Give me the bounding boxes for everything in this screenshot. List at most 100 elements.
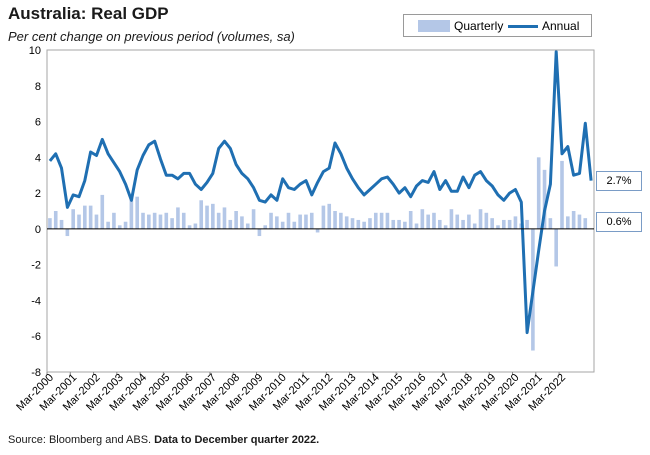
quarterly-bar [152,212,157,229]
chart-subtitle: Per cent change on previous period (volu… [8,29,295,44]
quarterly-bar [216,212,221,229]
quarterly-bar [205,205,209,229]
quarterly-bar [263,225,268,229]
quarterly-bar [356,219,361,229]
quarterly-bar [59,219,64,229]
quarterly-bar [577,214,582,229]
quarterly-bar [147,214,151,229]
quarterly-bar [269,212,273,229]
quarterly-bar [222,207,227,229]
source-text: Source: Bloomberg and ABS. [8,434,152,446]
quarterly-bar [309,212,314,229]
quarterly-bar [472,223,477,229]
y-tick-label: 10 [29,45,41,57]
quarterly-bar [123,221,128,229]
quarterly-bar [48,218,52,229]
quarterly-bar [88,205,93,229]
quarterly-bar [65,228,70,237]
quarterly-bar [117,225,122,229]
quarterly-bar [193,223,198,229]
quarterly-bar [199,200,204,229]
y-tick-label: 6 [35,117,41,129]
quarterly-bar [507,219,512,229]
quarterly-bar [234,211,238,229]
quarterly-bar [583,218,588,229]
quarterly-bar [53,211,58,229]
quarterly-bar [344,216,349,229]
quarterly-bar [187,225,192,229]
quarterly-bar [443,225,448,229]
quarterly-bar [420,209,425,229]
quarterly-bar [391,219,396,229]
quarterly-bar [257,228,262,237]
quarterly-bar [228,219,233,229]
quarterly-bar [211,203,215,229]
annual-series-line [48,50,593,335]
quarterly-bar [432,212,436,229]
annual-latest-callout: 2.7% [596,171,642,191]
quarterly-bar [496,225,500,229]
quarterly-bar [245,223,250,229]
quarterly-bar [333,211,337,229]
y-tick-label: -6 [31,331,41,343]
quarterly-bar [129,196,134,229]
quarterly-bar [94,214,99,229]
quarterly-bar [403,221,407,229]
quarterly-bar [467,214,471,229]
legend-item-annual: Annual [508,19,579,33]
quarterly-bar [362,221,366,229]
source-note: Source: Bloomberg and ABS. Data to Decem… [8,434,319,446]
quarterly-bar [327,203,332,229]
legend-item-quarterly: Quarterly [418,19,503,33]
quarterly-bar [490,218,494,229]
chart-title: Australia: Real GDP [8,4,169,23]
quarterly-bar [251,209,256,229]
data-note: Data to December quarter 2022. [154,434,320,446]
quarterly-bar [100,194,105,229]
quarterly-bar [484,212,489,229]
quarterly-bar [135,196,140,229]
quarterly-bar [542,169,547,229]
quarterly-bar [385,212,390,229]
quarterly-bar [321,205,326,229]
quarterly-bar [426,214,430,229]
chart-legend: Quarterly Annual [403,14,592,37]
y-tick-label: 2 [35,188,41,200]
quarterly-bar [315,228,320,233]
quarterly-bar [350,218,355,229]
quarterly-bar [112,212,116,229]
quarterly-bar [455,214,460,229]
y-tick-label: -4 [31,295,41,307]
quarterly-bar [286,212,291,229]
quarterly-bar [77,214,81,229]
y-tick-label: 8 [35,81,41,93]
quarterly-bar [368,218,372,229]
quarterly-bar [71,209,75,229]
quarterly-bar [449,209,454,229]
quarterly-latest-callout: 0.6% [596,212,642,232]
quarterly-bar [478,209,483,229]
legend-swatch-quarterly [418,20,450,32]
quarterly-bar [292,221,297,229]
y-tick-label: 4 [35,152,41,164]
quarterly-bar [536,157,541,229]
legend-label-quarterly: Quarterly [454,19,504,33]
quarterly-bar [373,212,378,229]
quarterly-bar [397,219,401,229]
quarterly-bar [408,211,413,229]
quarterly-bar [298,214,302,229]
quarterly-bar [571,211,576,229]
quarterly-bar [181,212,186,229]
quarterly-bar [501,219,506,229]
y-tick-label: -8 [31,367,41,379]
quarterly-bar [158,214,163,229]
quarterly-bar [141,212,145,229]
quarterly-bar [525,219,529,229]
quarterly-bar [548,218,553,229]
legend-label-annual: Annual [542,19,580,33]
quarterly-bar [554,228,558,267]
legend-swatch-annual [508,24,538,28]
y-tick-label: -2 [31,260,41,272]
quarterly-bar [83,205,87,229]
